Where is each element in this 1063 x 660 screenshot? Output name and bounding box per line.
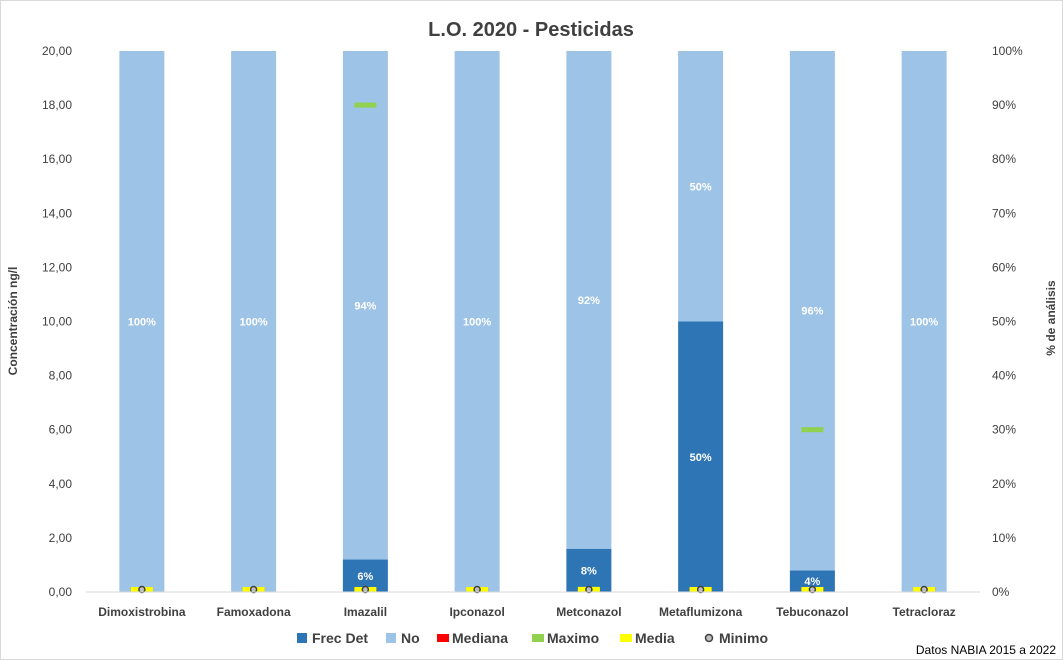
bars-layer: 100% 100% 6% 94% 100% 8% 92% 50% 50% 4% 96% 100%: [119, 51, 947, 592]
y2-tick-label: 30%: [992, 423, 1016, 437]
data-label-no-dimoxistrobina: 100%: [128, 317, 156, 329]
markers-layer: [130, 102, 936, 594]
chart-title: L.O. 2020 - Pesticidas: [428, 19, 634, 41]
bar-no-metaflumizona: [678, 51, 724, 322]
data-label-no-famoxadona: 100%: [240, 317, 268, 329]
bar-no-metconazol: [566, 51, 612, 549]
y-tick-label: 12,00: [42, 260, 72, 274]
y-tick-label: 14,00: [42, 206, 72, 220]
y-tick-label: 0,00: [49, 585, 73, 599]
legend-swatch-maximo: [532, 634, 544, 642]
y2-tick-label: 70%: [992, 206, 1016, 220]
y-axis-title-left: Concentración ng/l: [6, 267, 20, 376]
y-tick-label: 8,00: [49, 369, 73, 383]
data-label-frec-det-metconazol: 8%: [581, 565, 597, 577]
y2-tick-label: 80%: [992, 152, 1016, 166]
y2-tick-label: 60%: [992, 260, 1016, 274]
legend-swatch-frec-det: [297, 633, 307, 643]
data-label-frec-det-tebuconazol: 4%: [804, 576, 820, 588]
legend-label-no: No: [401, 630, 420, 646]
legend-label-minimo: Minimo: [719, 630, 768, 646]
marker-maximo-imazalil: [354, 102, 377, 108]
category-label: Imazalil: [344, 605, 387, 619]
y-tick-label: 16,00: [42, 152, 72, 166]
bar-no-tebuconazol: [789, 51, 835, 571]
y2-tick-label: 10%: [992, 531, 1016, 545]
y-axis-right: 0% 10% 20% 30% 40% 50% 60% 70% 80% 90% 100%: [992, 44, 1023, 599]
x-axis-categories: Dimoxistrobina Famoxadona Imazalil Ipconazo…: [98, 605, 956, 619]
data-label-no-metaflumizona: 50%: [690, 181, 712, 193]
legend-swatch-media: [620, 634, 632, 642]
y-tick-label: 20,00: [42, 44, 72, 58]
data-label-no-metconazol: 92%: [578, 295, 600, 307]
y-axis-left: 0,00 2,00 4,00 6,00 8,00 10,00 12,00 14,00 16,00…: [42, 44, 72, 599]
y-tick-label: 4,00: [49, 477, 73, 491]
y-tick-label: 10,00: [42, 315, 72, 329]
category-label: Tebuconazol: [776, 605, 848, 619]
y-tick-label: 2,00: [49, 531, 73, 545]
data-label-no-tebuconazol: 96%: [801, 306, 823, 318]
legend-swatch-no: [386, 633, 396, 643]
legend-label-media: Media: [635, 630, 675, 646]
legend-swatch-mediana: [437, 634, 449, 642]
data-label-no-tetracloraz: 100%: [910, 317, 938, 329]
legend: Frec Det No Mediana Maximo Media Minimo: [297, 630, 768, 646]
y2-tick-label: 50%: [992, 315, 1016, 329]
bar-frec-det-metconazol: [566, 548, 612, 592]
bar-frec-det-metaflumizona: [678, 321, 724, 592]
y-tick-label: 6,00: [49, 423, 73, 437]
data-label-frec-det-imazalil: 6%: [357, 571, 373, 583]
legend-label-maximo: Maximo: [547, 630, 599, 646]
bar-no-imazalil: [342, 51, 388, 560]
y-axis-title-right: % de análisis: [1044, 280, 1058, 356]
data-label-frec-det-metaflumizona: 50%: [690, 452, 712, 464]
bar-no-dimoxistrobina: [119, 51, 165, 592]
data-label-no-imazalil: 94%: [354, 300, 376, 312]
legend-label-frec-det: Frec Det: [312, 630, 368, 646]
category-label: Famoxadona: [217, 605, 291, 619]
y2-tick-label: 90%: [992, 98, 1016, 112]
bar-no-famoxadona: [231, 51, 277, 592]
category-label: Dimoxistrobina: [98, 605, 186, 619]
y2-tick-label: 40%: [992, 369, 1016, 383]
y2-tick-label: 100%: [992, 44, 1023, 58]
y2-tick-label: 20%: [992, 477, 1016, 491]
y2-tick-label: 0%: [992, 585, 1010, 599]
category-label: Metaflumizona: [659, 605, 743, 619]
legend-swatch-minimo: [704, 633, 714, 643]
bar-frec-det-tebuconazol: [789, 570, 835, 592]
source-note: Datos NABIA 2015 a 2022: [916, 643, 1056, 657]
category-label: Ipconazol: [449, 605, 504, 619]
y-tick-label: 18,00: [42, 98, 72, 112]
category-label: Metconazol: [556, 605, 621, 619]
marker-maximo-tebuconazol: [801, 427, 824, 433]
bar-no-ipconazol: [454, 51, 500, 592]
legend-label-mediana: Mediana: [452, 630, 508, 646]
bar-no-tetracloraz: [901, 51, 947, 592]
data-label-no-ipconazol: 100%: [463, 317, 491, 329]
category-label: Tetracloraz: [893, 605, 956, 619]
